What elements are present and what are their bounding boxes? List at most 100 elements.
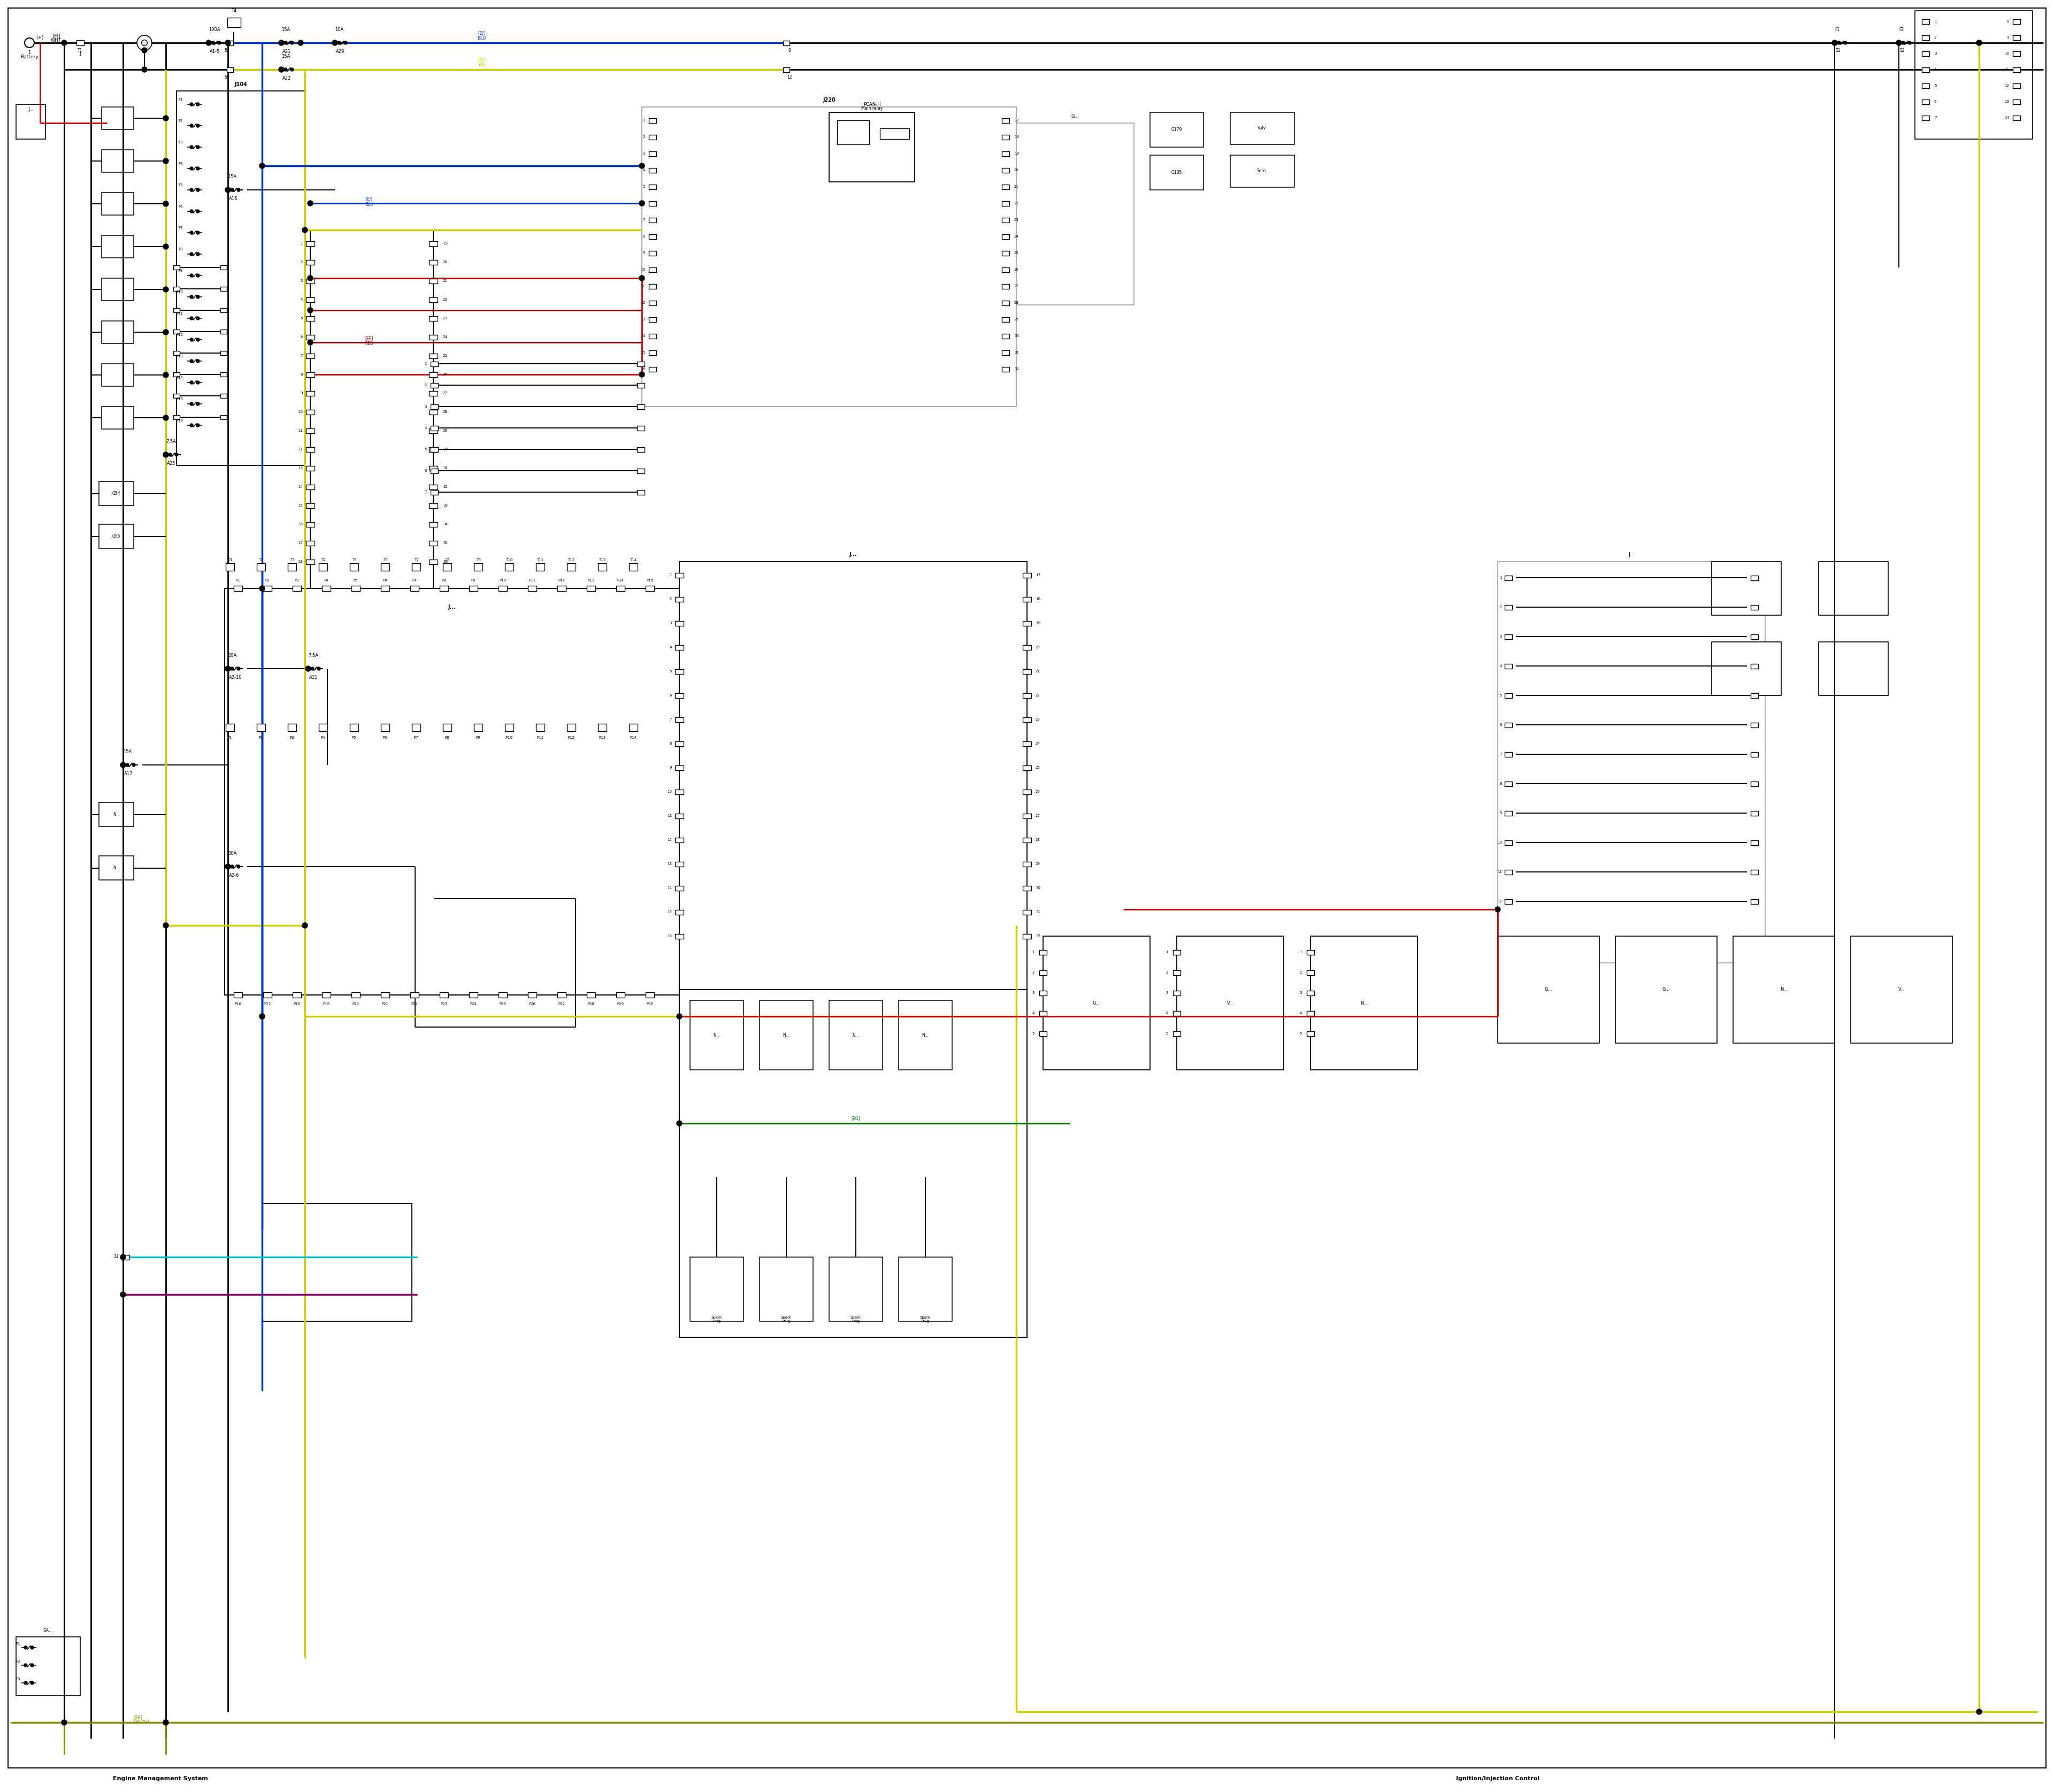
Text: 1: 1 — [300, 242, 302, 246]
Bar — [220, 287, 226, 290]
Bar — [429, 240, 438, 246]
Bar — [637, 405, 645, 409]
Bar — [429, 521, 438, 527]
Text: J...: J... — [448, 604, 456, 609]
Text: 4: 4 — [1033, 1011, 1035, 1014]
Circle shape — [308, 340, 312, 346]
Bar — [1002, 185, 1009, 190]
Circle shape — [175, 453, 179, 457]
Bar — [649, 333, 657, 339]
Text: 4: 4 — [1935, 68, 1937, 72]
Bar — [306, 559, 314, 564]
Text: P8: P8 — [442, 579, 446, 582]
Text: F14: F14 — [177, 376, 183, 380]
Bar — [2013, 115, 2021, 120]
Circle shape — [218, 41, 222, 45]
Circle shape — [121, 762, 125, 767]
Circle shape — [142, 39, 148, 45]
Bar — [1923, 52, 1929, 56]
Bar — [2013, 82, 2021, 88]
Bar — [380, 586, 390, 591]
Bar — [783, 66, 789, 72]
Text: 14: 14 — [668, 887, 672, 889]
Bar — [76, 39, 84, 45]
Bar — [1002, 217, 1009, 222]
Bar — [1002, 267, 1009, 272]
Bar — [1039, 950, 1048, 955]
Bar — [1711, 642, 1781, 695]
Circle shape — [197, 167, 199, 170]
Text: T7: T7 — [413, 559, 419, 561]
Bar — [649, 168, 657, 172]
Text: 16: 16 — [298, 523, 302, 525]
Text: [EJ]: [EJ] — [479, 57, 485, 63]
Bar — [783, 41, 789, 45]
Text: 11: 11 — [668, 814, 672, 817]
Circle shape — [189, 124, 193, 127]
Bar — [440, 993, 448, 998]
Bar — [413, 724, 421, 731]
Text: S1: S1 — [1836, 48, 1840, 54]
Text: G...: G... — [1545, 987, 1553, 993]
Text: 12: 12 — [641, 301, 645, 305]
Text: T14: T14 — [631, 559, 637, 561]
Bar — [306, 466, 314, 471]
Bar — [649, 185, 657, 190]
Circle shape — [189, 167, 193, 170]
Text: A29: A29 — [337, 48, 345, 54]
Circle shape — [189, 274, 193, 278]
Circle shape — [1976, 39, 1982, 45]
Text: 10: 10 — [2005, 52, 2009, 56]
Bar — [429, 466, 438, 471]
Bar — [431, 468, 438, 473]
Circle shape — [298, 39, 304, 45]
Bar — [173, 287, 181, 290]
Text: 2: 2 — [300, 260, 302, 263]
Text: V...: V... — [1898, 987, 1904, 993]
Circle shape — [1495, 907, 1499, 912]
Bar — [349, 563, 357, 572]
Text: 11: 11 — [1497, 871, 1501, 873]
Text: 21: 21 — [1015, 185, 1019, 188]
Circle shape — [62, 39, 68, 45]
Circle shape — [676, 1120, 682, 1125]
Text: A11: A11 — [310, 676, 318, 679]
Bar — [557, 586, 567, 591]
Circle shape — [189, 145, 193, 149]
Circle shape — [1902, 41, 1904, 45]
Bar — [838, 120, 869, 145]
Bar — [306, 278, 314, 283]
Circle shape — [639, 201, 645, 206]
Bar — [220, 308, 226, 312]
Bar — [2013, 20, 2021, 23]
Text: S2: S2 — [1900, 48, 1904, 54]
Bar — [306, 240, 314, 246]
Text: 12: 12 — [2005, 84, 2009, 88]
Text: 3: 3 — [1935, 52, 1937, 56]
Text: WHT: WHT — [51, 38, 62, 43]
Text: P23: P23 — [440, 1002, 448, 1005]
Text: 12: 12 — [668, 839, 672, 842]
Bar — [226, 724, 234, 731]
Text: 20A: 20A — [228, 652, 236, 658]
Text: 3: 3 — [643, 152, 645, 156]
Circle shape — [290, 68, 294, 72]
Text: 31: 31 — [444, 466, 448, 470]
Text: 27: 27 — [444, 392, 448, 394]
Text: T12: T12 — [567, 559, 575, 561]
Circle shape — [162, 201, 168, 206]
Text: G...: G... — [1662, 987, 1670, 993]
Circle shape — [230, 667, 234, 670]
Text: P24: P24 — [470, 1002, 477, 1005]
Circle shape — [197, 339, 199, 340]
Bar — [318, 724, 327, 731]
Text: 4: 4 — [425, 426, 427, 430]
Text: 32: 32 — [444, 486, 448, 489]
Text: F8: F8 — [179, 247, 183, 251]
Text: P14: P14 — [616, 579, 624, 582]
Bar — [226, 66, 234, 72]
Text: 32: 32 — [1015, 367, 1019, 371]
Text: 5: 5 — [425, 448, 427, 452]
Text: 22: 22 — [1035, 694, 1039, 697]
Circle shape — [62, 1720, 68, 1726]
